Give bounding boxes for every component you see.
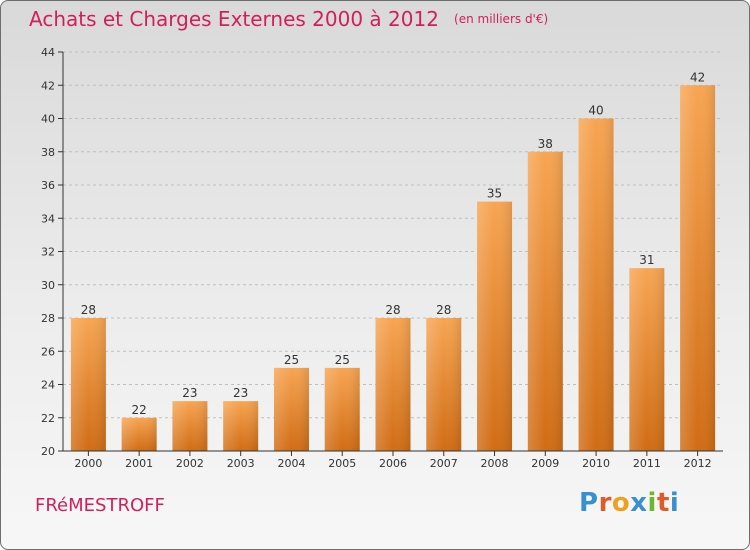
bar-shading bbox=[426, 318, 462, 451]
axes: 20 22 24 26 28 30 32 34 36 38 40 42 44 2000 2001 2002 20… bbox=[41, 46, 723, 470]
bar-value-label: 28 bbox=[81, 303, 96, 317]
bar-value-label: 38 bbox=[538, 137, 553, 151]
logo-letter: t bbox=[656, 488, 670, 518]
bar-value-label: 28 bbox=[436, 303, 451, 317]
logo-letter: i bbox=[647, 488, 657, 518]
x-tick-label: 2012 bbox=[684, 457, 712, 470]
logo-letter: o bbox=[611, 488, 631, 518]
y-tick-label: 24 bbox=[41, 379, 55, 392]
x-tick-label: 2002 bbox=[176, 457, 204, 470]
x-tick-label: 2005 bbox=[328, 457, 356, 470]
logo-letter: r bbox=[598, 488, 612, 518]
bar-shading bbox=[223, 401, 259, 451]
bar-shading bbox=[629, 268, 665, 451]
y-tick-label: 20 bbox=[41, 445, 55, 458]
bar-value-label: 40 bbox=[588, 104, 603, 118]
y-tick-label: 26 bbox=[41, 345, 55, 358]
logo-letter: i bbox=[669, 488, 680, 518]
bar-shading bbox=[375, 318, 411, 451]
y-tick-label: 28 bbox=[41, 312, 55, 325]
bar-shading bbox=[477, 201, 513, 451]
x-tick-label: 2001 bbox=[125, 457, 153, 470]
chart-title-row: Achats et Charges Externes 2000 à 2012 (… bbox=[29, 7, 548, 31]
bar-value-label: 25 bbox=[284, 353, 299, 367]
bar-value-label: 42 bbox=[690, 70, 705, 84]
x-tick-label: 2008 bbox=[481, 457, 509, 470]
bar-value-label: 25 bbox=[335, 353, 350, 367]
logo-letter: P bbox=[579, 488, 599, 518]
bar-shading bbox=[273, 367, 309, 451]
chart-unit: (en milliers d'€) bbox=[454, 12, 549, 26]
bar-shading bbox=[578, 118, 614, 451]
bar-shading bbox=[324, 367, 360, 451]
y-tick-label: 34 bbox=[41, 212, 55, 225]
bar-value-label: 23 bbox=[182, 386, 197, 400]
x-tick-label: 2000 bbox=[74, 457, 102, 470]
y-tick-label: 30 bbox=[41, 279, 55, 292]
bars bbox=[70, 85, 716, 451]
bar-value-label: 28 bbox=[385, 303, 400, 317]
chart-title: Achats et Charges Externes 2000 à 2012 bbox=[29, 7, 439, 31]
y-tick-label: 44 bbox=[41, 46, 55, 59]
bar-value-label: 22 bbox=[132, 403, 147, 417]
bar-value-label: 35 bbox=[487, 187, 502, 201]
bar-shading bbox=[527, 151, 563, 451]
proxiti-logo: Proxiti bbox=[579, 488, 679, 518]
bar-shading bbox=[121, 417, 157, 451]
y-tick-label: 22 bbox=[41, 412, 55, 425]
y-tick-label: 36 bbox=[41, 179, 55, 192]
y-tick-label: 32 bbox=[41, 246, 55, 259]
x-tick-label: 2006 bbox=[379, 457, 407, 470]
x-tick-label: 2010 bbox=[582, 457, 610, 470]
bar-value-label: 31 bbox=[639, 253, 654, 267]
x-tick-label: 2011 bbox=[633, 457, 661, 470]
y-tick-label: 40 bbox=[41, 113, 55, 126]
logo-letter: x bbox=[630, 488, 648, 518]
y-tick-label: 42 bbox=[41, 79, 55, 92]
x-tick-label: 2009 bbox=[531, 457, 559, 470]
bar-value-label: 23 bbox=[233, 386, 248, 400]
commune-name: FRéMESTROFF bbox=[35, 495, 165, 516]
bar-shading bbox=[70, 318, 106, 451]
data-labels: 28 22 23 23 25 25 28 28 35 38 40 31 42 bbox=[81, 70, 706, 417]
x-tick-label: 2007 bbox=[430, 457, 458, 470]
x-tick-label: 2003 bbox=[227, 457, 255, 470]
y-tick-label: 38 bbox=[41, 146, 55, 159]
bar-shading bbox=[172, 401, 208, 451]
x-tick-label: 2004 bbox=[277, 457, 305, 470]
bar-shading bbox=[680, 85, 716, 451]
